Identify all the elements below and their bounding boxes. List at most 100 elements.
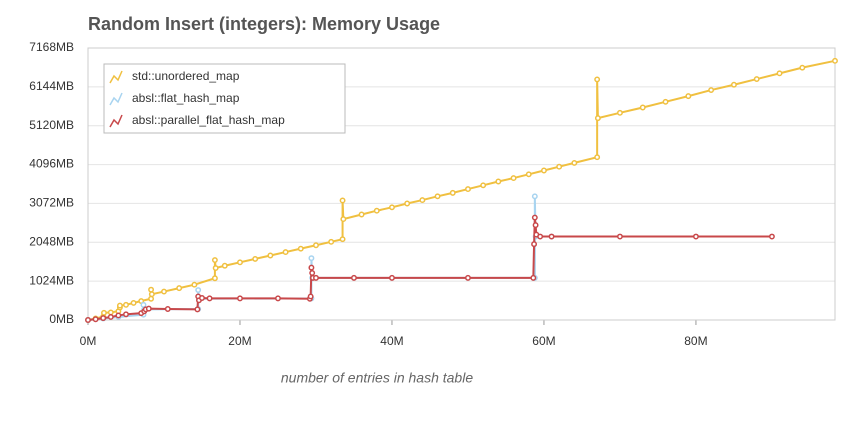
data-point [211,275,218,282]
data-point [465,186,471,193]
data-point [548,233,555,240]
x-tick-label: 20M [228,334,251,348]
data-point [148,291,155,298]
data-point [358,211,365,218]
data-point [708,87,715,93]
data-point [692,233,699,240]
data-point [531,193,538,200]
data-point [373,207,380,214]
data-point [480,182,487,189]
legend-label: absl::flat_hash_map [132,91,240,105]
x-tick-label: 40M [380,334,403,348]
x-tick-label: 80M [684,334,707,348]
legend-swatch [109,70,123,84]
data-point [616,233,623,240]
y-tick-label: 1024MB [29,273,74,287]
data-point [140,301,147,308]
data-point [308,264,315,271]
y-tick-label: 4096MB [29,157,74,171]
data-point [525,171,532,178]
x-tick-label: 0M [80,334,97,348]
data-point [531,241,538,248]
data-point [307,293,314,300]
data-point [662,98,669,105]
data-point [351,274,357,281]
data-point [176,285,183,292]
data-point [328,238,335,245]
data-point [164,306,171,312]
data-point [115,312,122,319]
data-point [639,104,646,111]
data-point [275,295,281,302]
data-point [161,288,167,295]
data-point [297,245,304,252]
data-point [148,286,155,293]
data-point [221,262,228,269]
y-tick-label: 3072MB [29,196,74,210]
data-point [389,204,395,211]
data-point [616,109,623,116]
data-point [768,233,775,240]
data-point [237,259,243,266]
data-point [556,163,563,170]
data-point [449,189,456,196]
data-point [116,302,123,309]
y-tick-label: 0MB [49,312,74,326]
data-point [267,252,274,259]
data-point [252,255,259,262]
data-point [130,299,137,306]
legend-box [103,63,346,134]
data-point [308,255,315,262]
series-line [87,196,552,321]
legend-label: absl::parallel_flat_hash_map [132,113,285,127]
data-point [730,81,737,88]
data-point [85,317,91,323]
data-point [107,309,114,316]
data-point [212,265,219,271]
data-point [832,57,838,64]
data-point [92,316,99,323]
data-point [541,167,547,174]
data-point [510,175,517,182]
data-point [434,193,441,200]
data-point [465,274,471,281]
data-point [530,274,537,281]
data-point [148,295,155,302]
data-point [776,70,783,77]
data-point [313,274,319,281]
data-point [532,222,539,229]
y-tick-label: 2048MB [29,234,74,248]
data-point [340,216,347,223]
chart-title: Random Insert (integers): Memory Usage [88,14,440,34]
legend-swatch [109,92,123,106]
data-point [594,115,601,122]
series-line [87,217,772,321]
data-point [282,249,289,256]
data-point [313,242,319,249]
legend-swatch [109,114,123,128]
legend-label: std::unordered_map [132,69,240,83]
data-point [123,311,129,318]
data-point [594,154,601,161]
data-point [191,281,198,288]
data-point [145,305,152,312]
y-tick-label: 7168MB [29,40,74,54]
data-point [123,301,129,308]
data-point [799,64,806,71]
data-point [531,214,538,221]
data-point [339,197,346,204]
data-point [389,274,395,281]
data-point [194,306,201,313]
data-point [537,233,544,240]
data-point [101,309,107,316]
data-point [419,197,426,204]
x-tick-label: 60M [532,334,555,348]
data-point [685,93,692,100]
data-point [753,76,760,82]
data-point [107,314,114,320]
x-axis-label: number of entries in hash table [281,370,473,386]
data-point [195,287,202,293]
data-point [211,257,218,263]
plot-frame [87,47,836,321]
data-point [339,236,346,243]
